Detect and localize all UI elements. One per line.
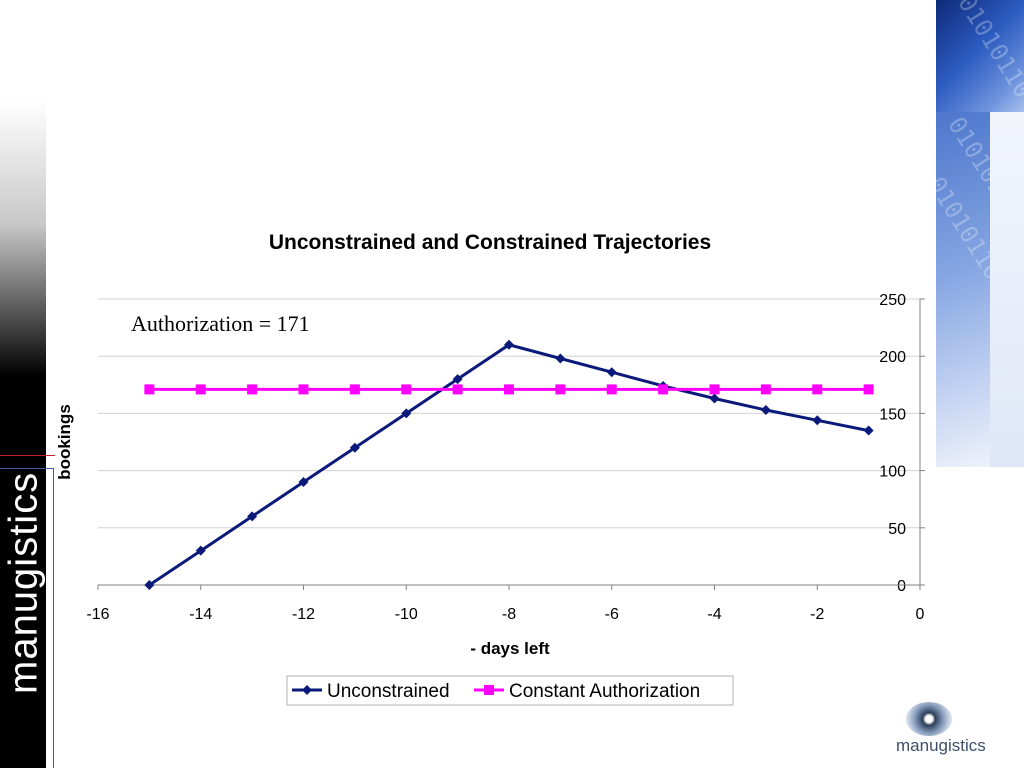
data-point (247, 384, 258, 395)
data-point (709, 384, 720, 395)
legend-authorization-marker (484, 685, 494, 695)
left-brand-strip: manugistics (0, 0, 55, 768)
chart-title: Unconstrained and Constrained Trajectori… (269, 231, 711, 254)
data-point (504, 384, 514, 395)
data-point (863, 425, 874, 436)
axes: 0 50 100 150 200 250 -16 -14 -12 -10 -8 -6 -4 -2 0 (86, 292, 925, 623)
data-point (863, 384, 874, 395)
y-tick-label: 0 (897, 578, 906, 595)
left-gradient-bar (0, 100, 46, 376)
y-tick-label: 150 (879, 406, 906, 423)
y-tick-label: 200 (879, 349, 906, 366)
legend-label-unconstrained: Unconstrained (327, 681, 450, 702)
logo-wordmark: manugistics (896, 736, 986, 755)
x-tick-label: -6 (605, 606, 619, 623)
data-point (812, 415, 823, 426)
data-point (349, 384, 360, 395)
x-tick-label: -2 (810, 606, 824, 623)
binary-art-top: 01010110 10110 01101 (936, 0, 1024, 112)
x-tick-label: -4 (707, 606, 721, 623)
y-tick-label: 100 (879, 464, 906, 481)
blue-accent-line-vertical (53, 468, 54, 768)
data-point (812, 384, 823, 395)
data-point (760, 384, 771, 395)
x-tick-label: -12 (292, 606, 315, 623)
data-point (658, 384, 669, 395)
x-tick-label: -8 (502, 606, 516, 623)
binary-art-left: 01010110 10110 01101 01010110 10110 0110… (936, 112, 990, 467)
legend: Unconstrained Constant Authorization (286, 675, 734, 706)
legend-unconstrained-marker (302, 685, 312, 695)
x-tick-label: -10 (395, 606, 418, 623)
data-point (760, 404, 771, 415)
data-point (452, 374, 463, 385)
y-axis-label: bookings (55, 404, 74, 480)
data-point (709, 393, 720, 404)
data-point (606, 384, 617, 395)
series-line (148, 343, 869, 587)
authorization-annotation: Authorization = 171 (131, 311, 310, 336)
data-point (504, 339, 514, 350)
data-point (195, 384, 206, 395)
data-point (247, 511, 258, 522)
series-layer (144, 339, 874, 590)
data-point (298, 477, 309, 488)
data-point (606, 367, 617, 378)
binary-art-right (990, 112, 1024, 467)
data-point (401, 384, 412, 395)
data-point (401, 408, 412, 419)
data-point (195, 545, 206, 556)
x-axis-label: - days left (470, 639, 550, 658)
left-black-bar (0, 376, 46, 768)
legend-label-constant-authorization: Constant Authorization (509, 681, 700, 702)
x-tick-label: 0 (916, 606, 925, 623)
blue-accent-line-horizontal (0, 468, 54, 469)
x-tick-label: -16 (86, 606, 109, 623)
x-tick-label: -14 (189, 606, 212, 623)
data-point (555, 384, 566, 395)
y-tick-label: 50 (888, 521, 906, 538)
binary-decoration: 01010110 10110 01101 01010110 10110 0110… (936, 0, 1024, 470)
bottom-logo: manugistics (890, 700, 1014, 762)
legend-box (286, 675, 734, 706)
data-point (144, 580, 155, 590)
data-point (349, 442, 360, 453)
data-point (452, 384, 463, 395)
red-accent-line (0, 455, 55, 456)
y-tick-label: 250 (879, 292, 906, 309)
data-point (144, 384, 155, 395)
data-point (555, 353, 566, 364)
data-point (298, 384, 309, 395)
logo-swirl-icon (906, 702, 952, 736)
